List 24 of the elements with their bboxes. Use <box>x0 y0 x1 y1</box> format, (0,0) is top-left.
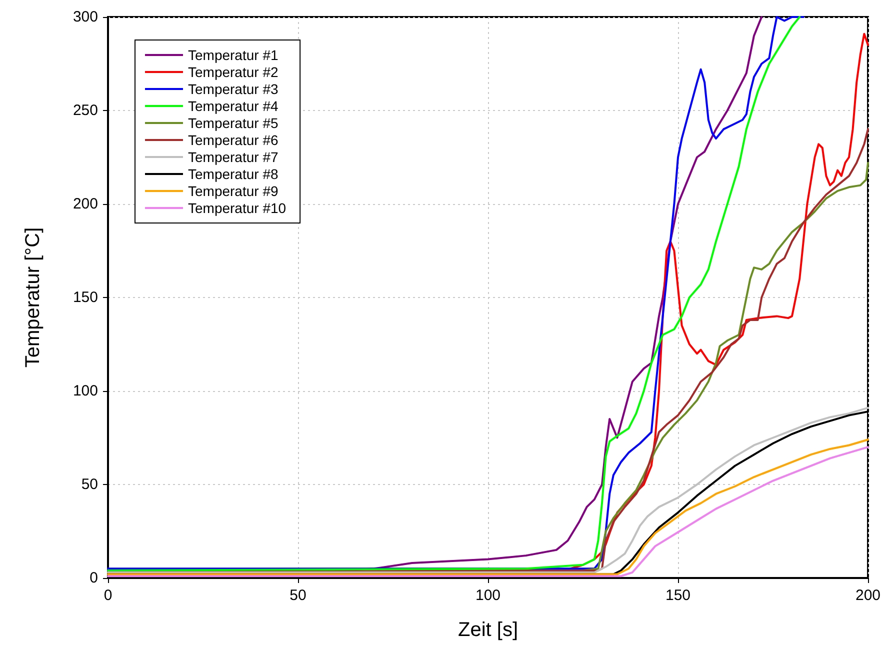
y-tick-label: 0 <box>90 570 98 586</box>
x-tick-label: 50 <box>290 587 306 604</box>
x-tick-label: 100 <box>475 587 501 604</box>
legend-label: Temperatur #6 <box>188 132 278 148</box>
x-tick-label: 200 <box>855 587 881 604</box>
y-tick-label: 250 <box>72 102 98 119</box>
legend-label: Temperatur #2 <box>188 64 278 80</box>
x-tick-label: 150 <box>665 587 691 604</box>
legend-label: Temperatur #5 <box>188 115 278 131</box>
y-tick-label: 200 <box>72 196 98 212</box>
y-tick-label: 50 <box>81 476 98 493</box>
y-tick-label: 300 <box>72 8 98 26</box>
legend-label: Temperatur #10 <box>188 200 286 216</box>
legend-label: Temperatur #1 <box>188 47 278 63</box>
y-tick-label: 100 <box>72 382 98 400</box>
legend-label: Temperatur #4 <box>188 98 278 114</box>
legend-label: Temperatur #3 <box>188 81 278 97</box>
legend-label: Temperatur #8 <box>188 166 278 182</box>
legend-label: Temperatur #7 <box>188 149 278 165</box>
x-axis-title: Zeit [s] <box>458 619 518 641</box>
legend-label: Temperatur #9 <box>188 183 278 199</box>
y-axis-title: Temperatur [°C] <box>22 227 44 368</box>
y-tick-label: 150 <box>72 289 98 306</box>
x-tick-label: 0 <box>104 587 112 604</box>
